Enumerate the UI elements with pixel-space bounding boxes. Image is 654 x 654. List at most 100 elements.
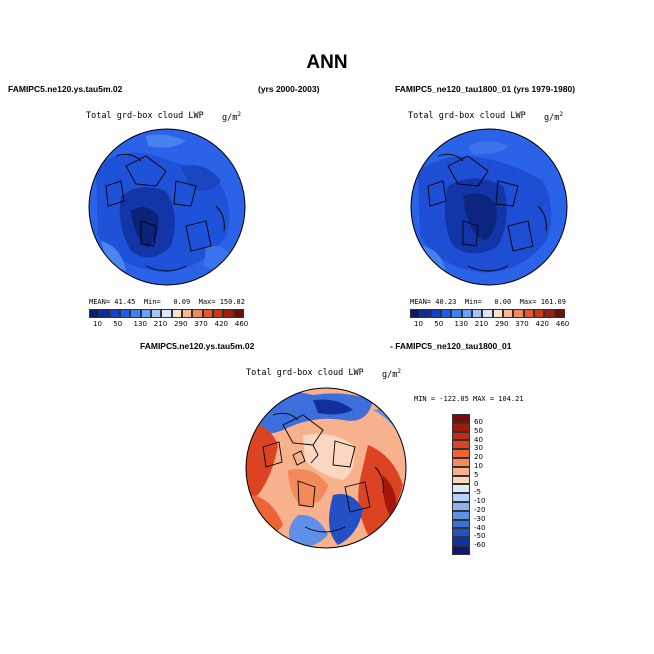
colorbar-tick-label: 290 [495,320,509,328]
colorbar-swatch [420,309,431,318]
colorbar-swatch [451,309,462,318]
right-units-label: g/m2 [544,111,563,123]
colorbar-swatch [99,309,110,318]
colorbar-swatch [482,309,493,318]
colorbar-tick-label: 60 [474,418,483,426]
left-case-years: (yrs 2000-2003) [258,84,320,94]
colorbar-tick-label: 460 [555,320,570,328]
colorbar-tick-label: -50 [474,532,486,541]
colorbar-tick-label: 10 [414,320,423,328]
right-stats: MEAN= 40.23 Min= 0.00 Max= 161.09 [410,298,566,306]
left-units-label: g/m2 [222,111,241,123]
colorbar-swatch [452,537,470,546]
colorbar-tick-label: -5 [474,488,481,497]
colorbar-tick-label: 10 [93,320,102,328]
colorbar-tick-label: -30 [474,514,486,523]
colorbar-swatch [452,493,470,502]
colorbar-swatch [202,309,213,318]
right-variable-label: Total grd-box cloud LWP [408,111,526,121]
colorbar-swatch [452,457,470,467]
figure-title: ANN [306,52,348,73]
colorbar-swatch [130,309,141,318]
diff-polar-map [245,387,407,549]
colorbar-tick-label: 50 [113,320,123,328]
colorbar-tick-label: 10 [474,461,483,470]
colorbar-tick-label: 130 [454,320,468,328]
colorbar-swatch [452,484,470,494]
colorbar-swatch [452,431,470,441]
right-colorbar [410,309,565,318]
colorbar-swatch [452,440,470,450]
colorbar-tick-label: 0 [474,479,479,488]
colorbar-tick-label: 370 [194,320,208,328]
left-colorbar [89,309,244,318]
colorbar-tick-label: 370 [515,320,529,328]
colorbar-tick-label: 420 [214,320,228,328]
right-polar-map [410,128,568,286]
colorbar-swatch [452,475,470,485]
colorbar-swatch [192,309,203,318]
colorbar-swatch [452,466,470,476]
colorbar-swatch [452,519,470,529]
colorbar-swatch [452,414,470,423]
colorbar-swatch [533,309,545,318]
colorbar-swatch [161,309,172,318]
colorbar-swatch [212,309,224,318]
colorbar-swatch [119,309,131,318]
colorbar-swatch [233,309,244,318]
colorbar-swatch [150,309,162,318]
colorbar-tick-label: -60 [474,541,486,550]
diff-case-right: - FAMIPC5_ne120_tau1800_01 [390,341,512,351]
colorbar-tick-label: 210 [153,320,168,328]
colorbar-swatch [492,309,503,318]
colorbar-swatch [452,422,470,432]
right-case-name: FAMIPC5_ne120_tau1800_01 (yrs 1979-1980) [395,84,576,94]
colorbar-swatch [181,309,193,318]
colorbar-swatch [223,309,234,318]
diff-variable-label: Total grd-box cloud LWP [246,368,364,378]
colorbar-tick-label: 50 [474,426,483,435]
left-polar-map [88,128,246,286]
colorbar-swatch [410,309,421,318]
colorbar-swatch [452,449,470,458]
left-case-name: FAMIPC5.ne120.ys.tau5m.02 [8,84,123,94]
colorbar-swatch [452,545,470,555]
diff-colorbar-labels: 60 50 40 30 20 10 5 0 -5 -10 -20 -30 -40 -50 -60 [474,418,485,550]
colorbar-swatch [452,528,470,538]
colorbar-swatch [430,309,441,318]
colorbar-swatch [140,309,151,318]
colorbar-tick-label: -10 [474,497,486,506]
colorbar-swatch [109,309,120,318]
colorbar-swatch [171,309,182,318]
left-stats: MEAN= 41.45 Min= 0.09 Max= 150.82 [89,298,245,306]
colorbar-tick-label: -20 [474,505,486,514]
colorbar-swatch [452,510,470,520]
colorbar-swatch [502,309,514,318]
colorbar-tick-label: 130 [133,320,147,328]
colorbar-swatch [452,501,470,511]
colorbar-tick-label: -40 [474,523,486,532]
colorbar-tick-label: 290 [174,320,188,328]
colorbar-swatch [554,309,565,318]
colorbar-tick-label: 20 [474,453,483,462]
right-colorbar-ticks: 10 50 130 210 290 370 420 460 [410,320,569,330]
colorbar-swatch [523,309,534,318]
colorbar-swatch [461,309,472,318]
colorbar-tick-label: 50 [434,320,444,328]
colorbar-tick-label: 420 [535,320,549,328]
colorbar-swatch [471,309,483,318]
left-variable-label: Total grd-box cloud LWP [86,111,204,121]
colorbar-swatch [513,309,524,318]
left-colorbar-ticks: 10 50 130 210 290 370 420 460 [89,320,248,330]
diff-case-left: FAMIPC5.ne120.ys.tau5m.02 [140,341,255,351]
colorbar-tick-label: 460 [234,320,249,328]
diff-colorbar [452,414,470,555]
colorbar-tick-label: 210 [474,320,489,328]
colorbar-tick-label: 40 [474,435,483,444]
colorbar-swatch [544,309,555,318]
colorbar-swatch [440,309,452,318]
colorbar-tick-label: 30 [474,444,483,453]
diff-units-label: g/m2 [382,368,401,380]
diff-minmax: MIN = -122.05 MAX = 104.21 [414,395,524,403]
colorbar-swatch [89,309,100,318]
